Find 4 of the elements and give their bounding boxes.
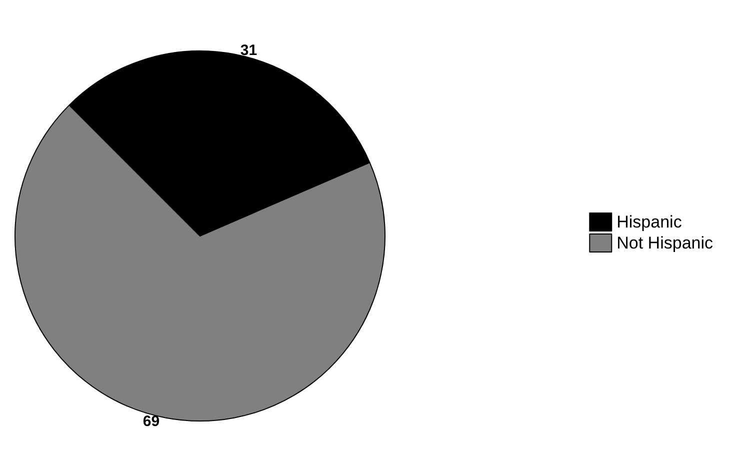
legend-label: Not Hispanic	[616, 234, 714, 252]
data-label: 31	[240, 42, 258, 59]
data-label: 69	[142, 413, 160, 430]
legend-label: Hispanic	[616, 212, 682, 232]
